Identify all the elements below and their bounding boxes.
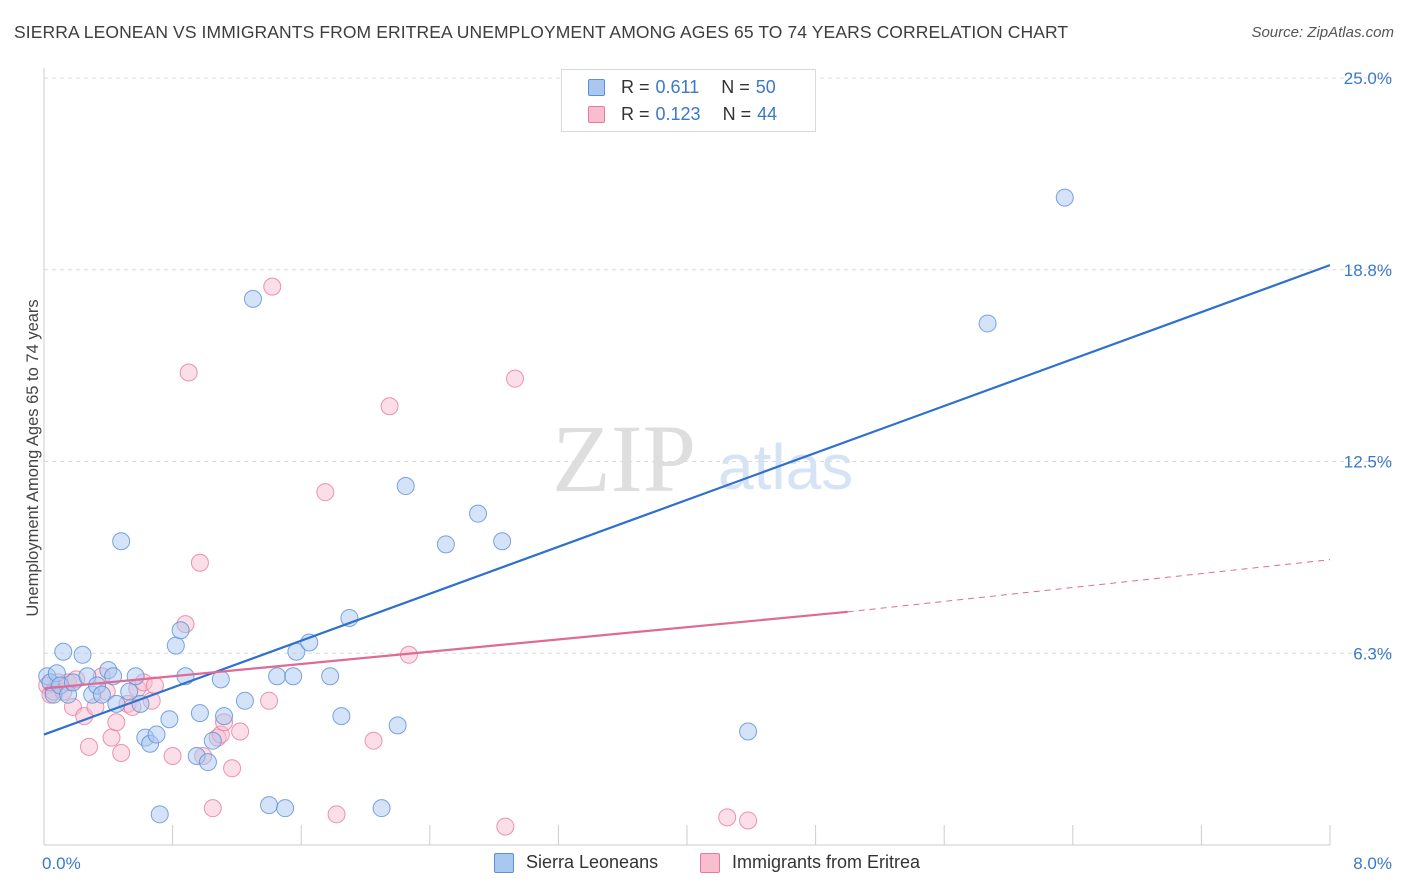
sierra-leonean-point — [332, 707, 351, 726]
watermark: ZIP atlas — [552, 405, 853, 512]
eritrea-point — [496, 817, 515, 836]
eritrea-point — [80, 737, 99, 756]
sierra-leonean-point — [150, 805, 169, 824]
sierra-leonean-point — [160, 710, 179, 729]
legend-row-eritrea: R = 0.123 N = 44 — [588, 102, 777, 126]
sierra-leonean-point — [321, 667, 340, 686]
sierra-leonean-point — [112, 532, 131, 551]
legend-r-label: R = — [621, 103, 650, 124]
legend-swatch-pink — [588, 105, 605, 123]
sierra-leonean-point — [120, 682, 139, 701]
y-tick-label: 6.3% — [1353, 644, 1392, 663]
legend-swatch-blue — [588, 78, 605, 96]
trend-lines — [43, 264, 1331, 736]
watermark-zip: ZIP — [552, 405, 696, 512]
sierra-leonean-point — [1055, 188, 1074, 207]
sierra-leonean-point — [284, 667, 303, 686]
eritrea-point — [102, 728, 121, 747]
legend-r-label: R = — [621, 76, 650, 97]
sierra-leonean-point — [436, 535, 455, 554]
trend-line-eritrea — [43, 610, 848, 690]
sierra-leonean-point — [243, 289, 262, 308]
y-tick-label: 25.0% — [1344, 69, 1392, 88]
tick-labels: 6.3% 12.5% 18.8% 25.0% 0.0% 8.0% — [42, 69, 1392, 873]
sierra-leonean-point — [73, 645, 92, 664]
eritrea-point — [223, 759, 242, 778]
sierra-leonean-point — [198, 753, 217, 772]
bottom-legend-eritrea: Immigrants from Eritrea — [700, 852, 920, 873]
sierra-leonean-point — [190, 704, 209, 723]
x-tick-label: 0.0% — [42, 854, 81, 873]
bottom-legend-swatch-blue — [494, 852, 514, 873]
eritrea-point — [231, 722, 250, 741]
sierra-leonean-point — [276, 799, 295, 818]
sierra-leonean-point — [131, 694, 150, 713]
bottom-legend-swatch-pink — [700, 852, 720, 873]
sierra-leonean-point — [739, 722, 758, 741]
trend-line-sierra-leonean — [43, 264, 1331, 736]
eritrea-point — [263, 277, 282, 296]
watermark-atlas: atlas — [718, 431, 853, 503]
bottom-legend-label: Immigrants from Eritrea — [732, 852, 921, 872]
eritrea-point — [739, 811, 758, 830]
sierra-leonean-point — [92, 685, 111, 704]
sierra-leonean-point — [107, 694, 126, 713]
y-tick-label: 18.8% — [1344, 261, 1392, 280]
legend-r-value: 0.123 — [655, 103, 701, 124]
bottom-legend-sierra-leoneans: Sierra Leoneans — [494, 852, 658, 873]
sierra-leonean-point — [493, 532, 512, 551]
sierra-leonean-point — [171, 621, 190, 640]
eritrea-point — [316, 483, 335, 502]
source-label: Source: ZipAtlas.com — [1251, 24, 1394, 41]
eritrea-point — [112, 743, 131, 762]
eritrea-point — [505, 369, 524, 388]
eritrea-point — [364, 731, 383, 750]
legend: R = 0.611 N = 50 R = 0.123 N = 44 — [561, 69, 816, 132]
sierra-leonean-point — [54, 642, 73, 661]
legend-r-value: 0.611 — [655, 76, 700, 97]
sierra-leonean-point — [166, 636, 185, 655]
eritrea-point — [718, 808, 737, 827]
sierra-leonean-point — [388, 716, 407, 735]
trend-line-eritrea-extrapolated — [847, 559, 1331, 613]
series-sierra-leonean-points — [38, 188, 1074, 824]
eritrea-point — [380, 397, 399, 416]
sierra-leonean-point — [235, 691, 254, 710]
eritrea-point — [260, 691, 279, 710]
eritrea-point — [163, 747, 182, 766]
legend-n-label: N = — [722, 103, 752, 124]
sierra-leonean-point — [126, 667, 145, 686]
eritrea-point — [327, 805, 346, 824]
legend-n-label: N = — [721, 76, 750, 97]
sierra-leonean-point — [978, 314, 997, 333]
eritrea-point — [203, 799, 222, 818]
sierra-leonean-point — [203, 731, 222, 750]
grid-lines — [44, 77, 1392, 654]
bottom-legend-label: Sierra Leoneans — [526, 852, 659, 872]
eritrea-point — [179, 363, 198, 382]
sierra-leonean-point — [215, 707, 234, 726]
legend-row-sierra-leoneans: R = 0.611 N = 50 — [588, 75, 776, 99]
eritrea-point — [190, 553, 209, 572]
sierra-leonean-point — [469, 504, 488, 523]
y-axis-label: Unemployment Among Ages 65 to 74 years — [24, 299, 42, 616]
legend-n-value: 44 — [757, 103, 778, 124]
sierra-leonean-point — [260, 796, 279, 815]
y-tick-label: 12.5% — [1344, 453, 1392, 472]
sierra-leonean-point — [396, 477, 415, 496]
chart-title: SIERRA LEONEAN VS IMMIGRANTS FROM ERITRE… — [14, 22, 1069, 42]
x-tick-label: 8.0% — [1353, 854, 1392, 873]
sierra-leonean-point — [211, 670, 230, 689]
legend-n-value: 50 — [755, 76, 776, 97]
sierra-leonean-point — [268, 667, 287, 686]
eritrea-point — [107, 713, 126, 732]
sierra-leonean-point — [372, 799, 391, 818]
axes — [43, 68, 1331, 846]
sierra-leonean-point — [147, 725, 166, 744]
